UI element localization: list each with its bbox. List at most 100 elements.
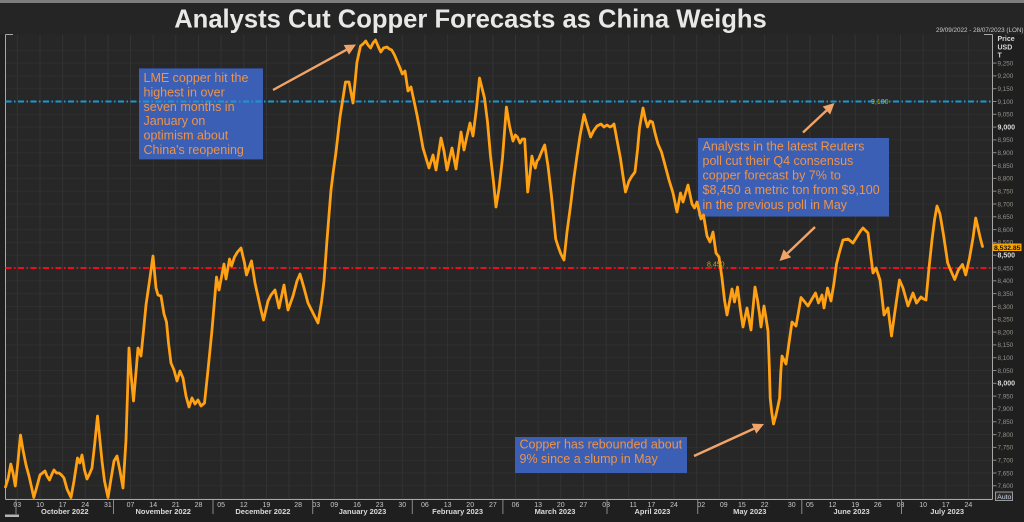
svg-text:7,900: 7,900 bbox=[998, 406, 1014, 413]
svg-text:T: T bbox=[998, 53, 1003, 60]
svg-text:17: 17 bbox=[648, 502, 656, 509]
svg-text:22: 22 bbox=[761, 502, 769, 509]
svg-text:7,650: 7,650 bbox=[998, 470, 1014, 477]
svg-text:July 2023: July 2023 bbox=[930, 507, 964, 516]
svg-text:8,450: 8,450 bbox=[707, 262, 725, 269]
svg-text:05: 05 bbox=[806, 502, 814, 509]
svg-text:27: 27 bbox=[580, 502, 588, 509]
svg-text:highest in over: highest in over bbox=[144, 85, 225, 99]
svg-text:May 2023: May 2023 bbox=[733, 507, 766, 516]
svg-text:8,532.85: 8,532.85 bbox=[994, 245, 1021, 252]
svg-text:November 2022: November 2022 bbox=[135, 507, 190, 516]
svg-text:20: 20 bbox=[466, 502, 474, 509]
svg-text:9,150: 9,150 bbox=[998, 86, 1014, 93]
svg-text:8,850: 8,850 bbox=[998, 163, 1014, 170]
svg-text:7,800: 7,800 bbox=[998, 432, 1014, 439]
svg-text:7,700: 7,700 bbox=[998, 458, 1014, 465]
svg-text:copper forecast by 7% to: copper forecast by 7% to bbox=[703, 169, 841, 183]
svg-text:Copper has rebounded about: Copper has rebounded about bbox=[520, 438, 683, 452]
svg-text:09: 09 bbox=[720, 502, 728, 509]
svg-text:February 2023: February 2023 bbox=[432, 507, 483, 516]
svg-text:9,100: 9,100 bbox=[998, 99, 1014, 106]
svg-text:9,100: 9,100 bbox=[871, 99, 889, 106]
svg-text:03: 03 bbox=[897, 502, 905, 509]
svg-text:27: 27 bbox=[489, 502, 497, 509]
svg-text:17: 17 bbox=[942, 502, 950, 509]
svg-text:06: 06 bbox=[512, 502, 520, 509]
svg-text:9% since a slump in May: 9% since a slump in May bbox=[520, 452, 659, 466]
svg-text:8,650: 8,650 bbox=[998, 214, 1014, 221]
svg-text:in the previous poll in May: in the previous poll in May bbox=[703, 198, 848, 212]
svg-text:02: 02 bbox=[697, 502, 705, 509]
svg-text:9,000: 9,000 bbox=[998, 124, 1016, 131]
svg-text:10: 10 bbox=[919, 502, 927, 509]
svg-text:8,300: 8,300 bbox=[998, 304, 1014, 311]
svg-text:10: 10 bbox=[36, 502, 44, 509]
svg-text:8,050: 8,050 bbox=[998, 368, 1014, 375]
svg-text:19: 19 bbox=[263, 502, 271, 509]
svg-text:24: 24 bbox=[81, 502, 89, 509]
svg-text:24: 24 bbox=[670, 502, 678, 509]
svg-text:Auto: Auto bbox=[997, 494, 1011, 501]
svg-text:Analysts Cut Copper Forecasts: Analysts Cut Copper Forecasts as China W… bbox=[174, 6, 767, 34]
svg-text:optimism about: optimism about bbox=[144, 129, 229, 143]
svg-text:8,150: 8,150 bbox=[998, 342, 1014, 349]
svg-text:January on: January on bbox=[144, 114, 206, 128]
svg-text:7,750: 7,750 bbox=[998, 445, 1014, 452]
svg-text:8,400: 8,400 bbox=[998, 278, 1014, 285]
svg-text:7,850: 7,850 bbox=[998, 419, 1014, 426]
svg-text:7,950: 7,950 bbox=[998, 393, 1014, 400]
svg-text:12: 12 bbox=[240, 502, 248, 509]
svg-text:17: 17 bbox=[59, 502, 67, 509]
svg-text:seven months in: seven months in bbox=[144, 100, 235, 114]
svg-text:$8,450 a metric ton from $9,10: $8,450 a metric ton from $9,100 bbox=[703, 183, 880, 197]
svg-text:9,200: 9,200 bbox=[998, 73, 1014, 80]
svg-text:7,600: 7,600 bbox=[998, 483, 1014, 490]
svg-text:06: 06 bbox=[421, 502, 429, 509]
svg-text:28: 28 bbox=[294, 502, 302, 509]
svg-text:March 2023: March 2023 bbox=[535, 507, 576, 516]
svg-text:29/09/2022 - 28/07/2023 (LON): 29/09/2022 - 28/07/2023 (LON) bbox=[936, 27, 1024, 34]
svg-text:13: 13 bbox=[444, 502, 452, 509]
svg-text:9,050: 9,050 bbox=[998, 112, 1014, 119]
svg-text:8,700: 8,700 bbox=[998, 201, 1014, 208]
svg-text:9,250: 9,250 bbox=[998, 60, 1014, 67]
svg-text:19: 19 bbox=[851, 502, 859, 509]
svg-text:8,800: 8,800 bbox=[998, 176, 1014, 183]
svg-text:20: 20 bbox=[557, 502, 565, 509]
svg-text:8,950: 8,950 bbox=[998, 137, 1014, 144]
svg-text:15: 15 bbox=[738, 502, 746, 509]
svg-text:24: 24 bbox=[965, 502, 973, 509]
svg-text:14: 14 bbox=[149, 502, 157, 509]
svg-text:23: 23 bbox=[376, 502, 384, 509]
svg-text:October 2022: October 2022 bbox=[41, 507, 89, 516]
svg-text:December 2022: December 2022 bbox=[235, 507, 290, 516]
svg-text:16: 16 bbox=[353, 502, 361, 509]
svg-text:12: 12 bbox=[829, 502, 837, 509]
svg-text:03: 03 bbox=[13, 502, 21, 509]
svg-text:8,550: 8,550 bbox=[998, 240, 1014, 247]
svg-text:05: 05 bbox=[217, 502, 225, 509]
svg-text:30: 30 bbox=[788, 502, 796, 509]
svg-text:21: 21 bbox=[172, 502, 180, 509]
svg-text:April 2023: April 2023 bbox=[634, 507, 670, 516]
svg-text:28: 28 bbox=[195, 502, 203, 509]
svg-text:26: 26 bbox=[874, 502, 882, 509]
svg-text:Price: Price bbox=[998, 36, 1015, 43]
svg-text:8,450: 8,450 bbox=[998, 265, 1014, 272]
svg-text:January 2023: January 2023 bbox=[339, 507, 387, 516]
svg-text:China's reopening: China's reopening bbox=[144, 143, 244, 157]
svg-text:03: 03 bbox=[312, 502, 320, 509]
svg-text:poll cut their Q4 consensus: poll cut their Q4 consensus bbox=[703, 154, 854, 168]
svg-text:8,200: 8,200 bbox=[998, 329, 1014, 336]
svg-text:8,250: 8,250 bbox=[998, 317, 1014, 324]
svg-text:8,600: 8,600 bbox=[998, 227, 1014, 234]
svg-text:Analysts in the latest Reuters: Analysts in the latest Reuters bbox=[703, 139, 865, 153]
svg-text:13: 13 bbox=[534, 502, 542, 509]
svg-text:8,350: 8,350 bbox=[998, 291, 1014, 298]
svg-text:June 2023: June 2023 bbox=[833, 507, 869, 516]
svg-text:30: 30 bbox=[398, 502, 406, 509]
svg-text:LME copper hit the: LME copper hit the bbox=[144, 71, 249, 85]
svg-text:8,100: 8,100 bbox=[998, 355, 1014, 362]
svg-text:03: 03 bbox=[602, 502, 610, 509]
